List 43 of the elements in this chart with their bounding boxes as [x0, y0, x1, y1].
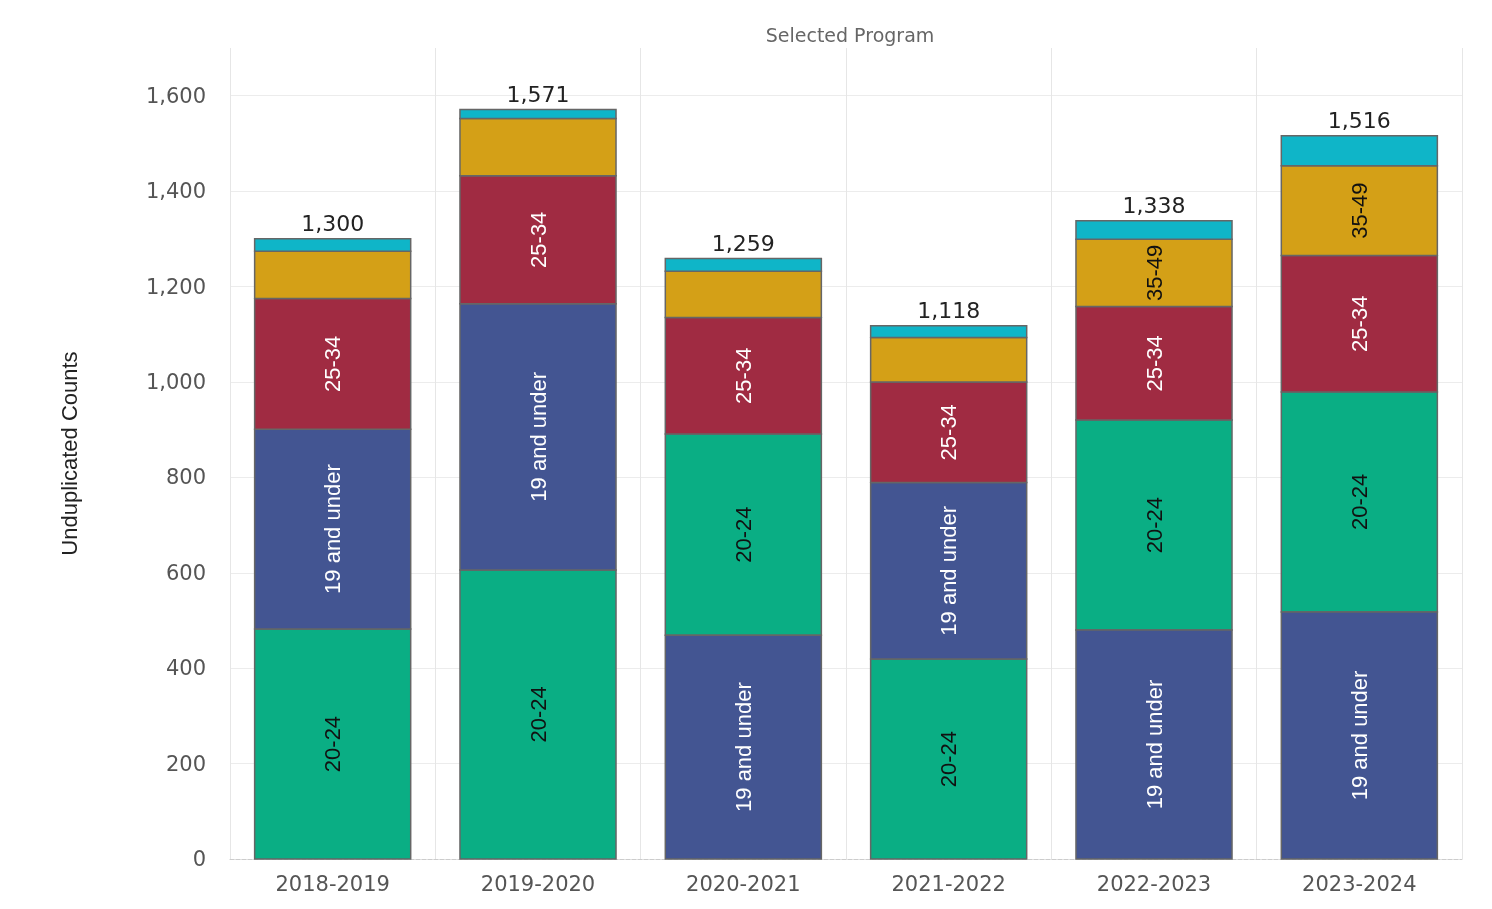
text: 20-24 — [730, 506, 756, 563]
text: 19 and under — [730, 682, 756, 812]
total-label: 1,259 — [711, 230, 775, 256]
y-tick-label: 1,200 — [145, 274, 206, 299]
total-label: 1,118 — [917, 298, 981, 324]
text: 20-24 — [1141, 496, 1167, 554]
text: 25-34 — [730, 347, 756, 404]
x-tick-label: 2019-2020 — [480, 871, 596, 896]
series-label: 35-49 — [1141, 244, 1167, 302]
x-tick-label: 2022-2023 — [1096, 871, 1212, 896]
y-axis-title: Unduplicated Counts — [56, 351, 82, 556]
text: 20-24 — [936, 730, 962, 788]
x-tick-label: 2023-2024 — [1302, 871, 1417, 896]
x-tick-label: 2018-2019 — [275, 871, 390, 896]
series-label: 25-34 — [936, 404, 962, 461]
text: 25-34 — [1141, 335, 1167, 392]
text: 25-34 — [1346, 295, 1372, 352]
text: 20-24 — [1346, 473, 1372, 531]
total-label: 1,300 — [301, 211, 365, 237]
y-tick-label: 1,000 — [145, 369, 206, 394]
y-tick-label: 800 — [165, 465, 206, 490]
total-label: 1,338 — [1122, 193, 1186, 219]
y-tick-label: 400 — [165, 656, 206, 681]
series-label: 20-24 — [320, 715, 346, 773]
total-label: 1,571 — [506, 82, 570, 108]
text: 20-24 — [525, 686, 551, 743]
series-label: 19 and under — [936, 506, 962, 636]
text: 25-34 — [320, 335, 346, 392]
chart-title: Selected Program — [765, 23, 935, 46]
total-label: 1,516 — [1327, 108, 1391, 134]
y-tick-label: 0 — [192, 847, 206, 871]
y-tick-label: 1,400 — [145, 179, 206, 204]
text: 35-49 — [1346, 182, 1372, 239]
text: 25-34 — [525, 211, 551, 268]
text: 19 and under — [320, 464, 346, 594]
y-tick-label: 200 — [165, 751, 206, 776]
text: 19 and under — [525, 371, 551, 502]
y-tick-label: 600 — [165, 560, 206, 585]
y-tick-label: 1,600 — [145, 83, 206, 108]
x-tick-label: 2021-2022 — [891, 871, 1006, 896]
text: 19 and under — [1346, 670, 1372, 801]
x-tick-label: 2020-2021 — [686, 871, 801, 896]
text: 19 and under — [1141, 679, 1167, 810]
